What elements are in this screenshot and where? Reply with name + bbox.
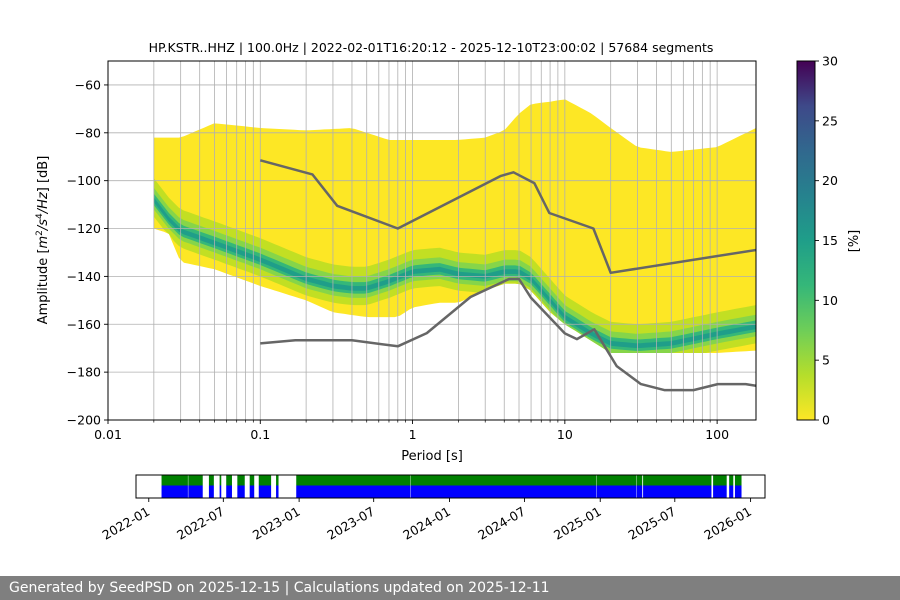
colorbar-tick-label: 5 [822, 353, 830, 368]
availability-segments [161, 475, 742, 498]
availability-tick-label: 2024-01 [400, 504, 453, 543]
y-axis-label: Amplitude [m2/s4/Hz] [dB] [35, 156, 51, 325]
processed-segment [410, 475, 597, 486]
available-segment [596, 485, 637, 498]
y-tick-label: −100 [67, 173, 101, 188]
high-noise-model-line [259, 159, 756, 275]
processed-segment [729, 475, 734, 486]
available-segment [161, 485, 188, 498]
processed-segment [237, 475, 245, 486]
colorbar-label: [%] [847, 230, 862, 253]
x-axis-label: Period [s] [401, 449, 463, 464]
x-tick-label: 1 [409, 427, 417, 442]
colorbar-tick-label: 15 [822, 233, 838, 248]
y-axis-ticks: −200 −180 −160 −140 −120 −100 −80 −60 [67, 77, 108, 428]
x-tick-label: 100 [705, 427, 729, 442]
processed-segment [276, 475, 279, 486]
x-tick-label: 0.01 [94, 427, 122, 442]
processed-segment [296, 475, 411, 486]
available-segment [636, 485, 643, 498]
available-segment [219, 485, 222, 498]
y-tick-label: −180 [67, 365, 101, 380]
processed-segment [643, 475, 712, 486]
available-segment [276, 485, 279, 498]
colorbar-ticks: 0 5 10 15 20 25 30 [815, 54, 838, 428]
availability-tick-label: 2023-01 [250, 504, 303, 543]
availability-tick-label: 2025-01 [551, 504, 604, 543]
available-segment [258, 485, 272, 498]
processed-segment [249, 475, 255, 486]
availability-tick-label: 2022-01 [100, 504, 153, 543]
x-axis-ticks: 0.01 0.1 1 10 100 [94, 420, 729, 442]
chart-title: HP.KSTR..HHZ | 100.0Hz | 2022-02-01T16:2… [149, 40, 714, 55]
colorbar-tick-label: 30 [822, 54, 838, 69]
footer-text: Generated by SeedPSD on 2025-12-15 | Cal… [9, 580, 550, 596]
available-segment [713, 485, 727, 498]
colorbar-tick-label: 0 [822, 413, 830, 428]
noise-model-layer [259, 159, 756, 392]
psd-figure: HP.KSTR..HHZ | 100.0Hz | 2022-02-01T16:2… [35, 40, 862, 543]
availability-tick-label: 2023-07 [324, 504, 377, 543]
availability-tick-label: 2026-01 [701, 504, 754, 543]
processed-segment [713, 475, 727, 486]
available-segment [226, 485, 232, 498]
psd-density-layer [153, 99, 756, 353]
y-tick-label: −200 [67, 413, 101, 428]
available-segment [237, 485, 245, 498]
availability-tick-label: 2022-07 [174, 504, 227, 543]
y-tick-label: −80 [75, 125, 101, 140]
processed-segment [226, 475, 232, 486]
processed-segment [208, 475, 214, 486]
processed-segment [258, 475, 272, 486]
processed-segment [636, 475, 643, 486]
colorbar [796, 60, 816, 421]
plot-frame [107, 60, 757, 421]
x-tick-label: 0.1 [250, 427, 270, 442]
available-segment [410, 485, 597, 498]
x-tick-label: 10 [557, 427, 573, 442]
processed-segment [161, 475, 188, 486]
available-segment [296, 485, 411, 498]
y-tick-label: −120 [67, 221, 101, 236]
footer-bar: Generated by SeedPSD on 2025-12-15 | Cal… [0, 576, 900, 600]
available-segment [643, 485, 712, 498]
processed-segment [596, 475, 637, 486]
available-segment [249, 485, 255, 498]
plot-grid [108, 61, 756, 420]
availability-tick-label: 2025-07 [626, 504, 679, 543]
availability-tick-label: 2024-07 [475, 504, 528, 543]
availability-axis-ticks: 2022-01 2022-07 2023-01 2023-07 2024-01 2024-… [100, 498, 754, 543]
colorbar-tick-label: 10 [822, 293, 838, 308]
y-tick-label: −140 [67, 269, 101, 284]
available-segment [188, 485, 203, 498]
available-segment [729, 485, 734, 498]
density-band-peak [153, 197, 756, 348]
available-segment [734, 485, 742, 498]
processed-segment [734, 475, 742, 486]
processed-segment [188, 475, 203, 486]
low-noise-model-line [260, 277, 756, 392]
y-tick-label: −60 [75, 77, 101, 92]
available-segment [208, 485, 214, 498]
colorbar-tick-label: 25 [822, 113, 838, 128]
processed-segment [219, 475, 222, 486]
density-band-low [153, 99, 756, 353]
colorbar-tick-label: 20 [822, 173, 838, 188]
y-tick-label: −160 [67, 317, 101, 332]
